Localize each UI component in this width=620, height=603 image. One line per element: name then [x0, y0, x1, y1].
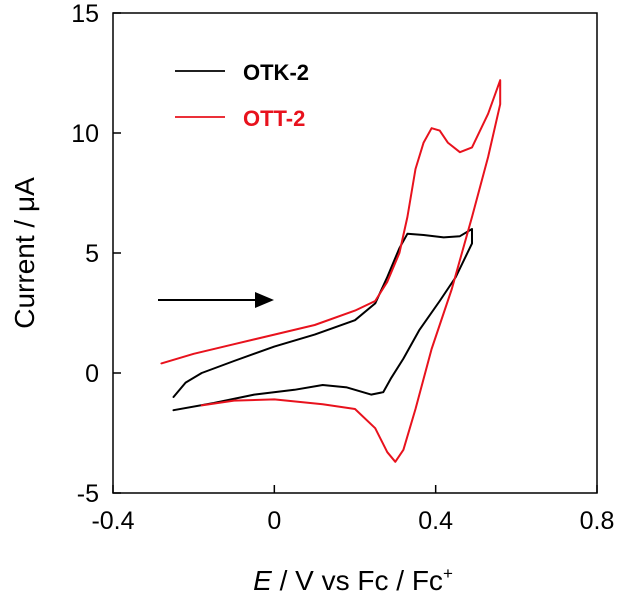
series-otk-2	[172, 228, 473, 412]
legend-label-ott-2: OTT-2	[243, 106, 305, 131]
x-tick-label: 0	[267, 507, 281, 535]
y-tick-label: 5	[85, 240, 99, 268]
y-axis: -5 0 5 10 15	[71, 0, 121, 508]
x-axis-title-superscript: +	[443, 564, 453, 583]
y-tick-label: 0	[85, 360, 99, 388]
x-tick-label: 0.8	[580, 507, 615, 535]
y-tick-label: 15	[71, 0, 99, 28]
x-tick-label: -0.4	[91, 507, 134, 535]
series-ott-2	[160, 79, 502, 463]
legend-label-otk-2: OTK-2	[243, 60, 309, 85]
y-tick-label: -5	[77, 480, 99, 508]
x-axis: -0.4 0 0.4 0.8	[91, 485, 614, 535]
scan-direction-arrow-icon	[158, 292, 274, 308]
x-axis-title-variable: E	[253, 565, 272, 596]
plot-frame	[112, 12, 598, 494]
x-axis-title: E / V vs Fc / Fc+	[253, 564, 453, 596]
series-layer	[160, 79, 502, 463]
y-tick-label: 10	[71, 120, 99, 148]
x-axis-title-text: / V vs Fc / Fc	[272, 565, 443, 596]
legend: OTK-2 OTT-2	[175, 60, 309, 131]
y-axis-title: Current / μA	[9, 177, 40, 329]
x-tick-label: 0.4	[418, 507, 453, 535]
